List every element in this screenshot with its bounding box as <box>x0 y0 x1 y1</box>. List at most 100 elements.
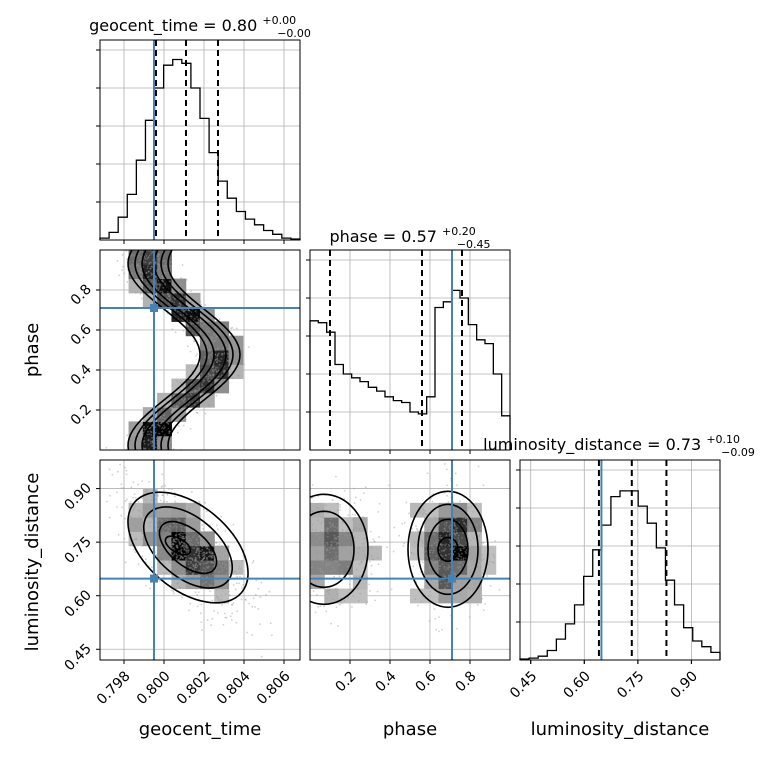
sample-point <box>156 439 158 442</box>
sample-point <box>173 567 176 570</box>
sample-point <box>448 526 450 528</box>
sample-point <box>168 402 171 404</box>
sample-point <box>191 543 194 546</box>
sample-point <box>456 627 459 630</box>
sample-point <box>433 562 436 565</box>
sample-point <box>131 263 134 266</box>
sample-point <box>179 557 182 560</box>
sample-point <box>193 553 196 556</box>
sample-point <box>191 529 194 532</box>
sample-point <box>217 546 220 549</box>
sample-point <box>317 507 320 510</box>
sample-point <box>462 557 465 560</box>
sample-point <box>177 514 180 517</box>
sample-point <box>175 538 178 541</box>
sample-point <box>178 568 181 570</box>
sample-point <box>340 532 342 535</box>
hist-panel-luminosity-distance <box>516 459 721 664</box>
sample-point <box>198 500 201 503</box>
sample-point <box>163 542 166 545</box>
sample-point <box>161 290 164 293</box>
sample-point <box>199 331 202 334</box>
sample-point <box>154 261 157 264</box>
sample-point <box>208 350 211 353</box>
sample-point <box>198 535 200 537</box>
sample-point <box>423 585 426 588</box>
sample-point <box>172 543 175 546</box>
sample-point <box>476 565 479 568</box>
sample-point <box>443 586 446 589</box>
sample-point <box>229 334 232 337</box>
sample-point <box>195 557 197 560</box>
sample-point <box>224 530 227 532</box>
sample-point <box>211 555 214 557</box>
sample-point <box>137 527 140 530</box>
sample-point <box>434 561 437 564</box>
sample-point <box>186 521 189 524</box>
sample-point <box>471 564 474 566</box>
sample-point <box>438 564 441 567</box>
sample-point <box>204 542 207 545</box>
sample-point <box>238 374 241 377</box>
sample-point <box>157 424 160 427</box>
sample-point <box>296 508 298 510</box>
sample-point <box>449 531 451 533</box>
sample-point <box>329 526 332 529</box>
sample-point <box>168 561 170 564</box>
sample-point <box>184 558 187 560</box>
sample-point <box>455 515 457 518</box>
sample-point <box>146 267 149 270</box>
contour-line <box>160 250 234 450</box>
sample-point <box>201 629 203 632</box>
sample-point <box>254 605 257 608</box>
sample-point <box>307 494 309 496</box>
sample-point <box>133 507 136 510</box>
sample-point <box>297 608 299 610</box>
sample-point <box>460 552 463 555</box>
sample-point <box>413 546 416 549</box>
sample-point <box>472 556 474 559</box>
sample-point <box>198 388 200 391</box>
sample-point <box>218 579 221 582</box>
sample-point <box>445 521 448 524</box>
sample-point <box>170 567 173 570</box>
sample-point <box>211 584 213 587</box>
sample-point <box>214 353 217 356</box>
sample-point <box>315 540 318 543</box>
sample-point <box>330 622 332 625</box>
sample-point <box>150 272 153 275</box>
sample-point <box>200 541 203 543</box>
sample-point <box>311 528 314 531</box>
sample-point <box>199 535 202 538</box>
sample-point <box>187 535 190 538</box>
sample-point <box>173 540 176 543</box>
y-tick-label: 0.45 <box>61 641 94 674</box>
sample-point <box>161 292 164 294</box>
sample-point <box>221 354 223 356</box>
sample-point <box>144 584 147 587</box>
sample-point <box>441 543 444 546</box>
sample-point <box>234 362 236 365</box>
sample-point <box>194 374 197 377</box>
sample-point <box>469 571 472 574</box>
sample-point <box>445 524 448 527</box>
sample-point <box>189 391 192 394</box>
sample-point <box>356 588 359 591</box>
sample-point <box>217 322 220 325</box>
sample-point <box>198 563 201 566</box>
sample-point <box>453 517 456 519</box>
sample-point <box>237 339 240 342</box>
sample-point <box>449 527 451 530</box>
sample-point <box>129 516 132 518</box>
sample-point <box>228 360 231 363</box>
sample-point <box>308 640 310 642</box>
sample-point <box>446 566 449 569</box>
sample-point <box>311 565 314 568</box>
sample-point <box>378 536 380 538</box>
sample-point <box>442 549 445 552</box>
sample-point <box>157 422 160 424</box>
density-cell <box>324 531 340 547</box>
sample-point <box>209 344 212 347</box>
sample-point <box>160 518 163 521</box>
sample-point <box>164 262 167 265</box>
